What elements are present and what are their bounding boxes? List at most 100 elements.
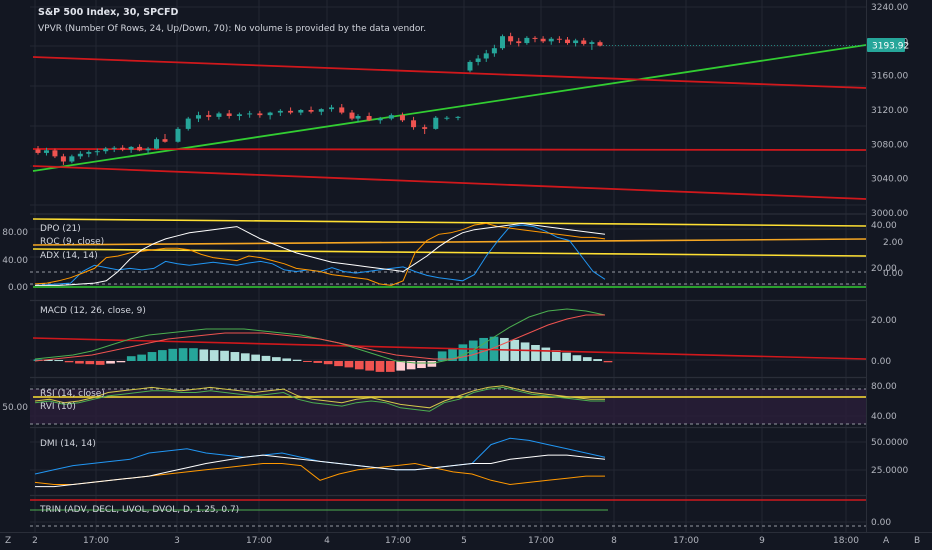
rvi-legend[interactable]: RVI (10) xyxy=(40,402,76,412)
dmi-legend[interactable]: DMI (14, 14) xyxy=(40,439,96,449)
macd-histogram-bar xyxy=(593,359,602,361)
price-tick: 3240.00 xyxy=(871,3,908,13)
candle-up xyxy=(128,146,134,150)
right-tick: 40.00 xyxy=(871,221,897,231)
candle-down xyxy=(516,41,522,44)
candle-down xyxy=(399,115,405,121)
macd-histogram-bar xyxy=(323,361,333,365)
macd-histogram-bar xyxy=(292,359,302,361)
candle-up xyxy=(195,115,201,119)
red-trendline-upper[interactable] xyxy=(32,56,866,89)
rsi-legend[interactable]: RSI (14, close) xyxy=(40,389,105,399)
candle-up xyxy=(455,116,461,118)
macd-histogram-bar xyxy=(64,361,74,363)
right-tick: 50.0000 xyxy=(871,438,908,448)
candle-down xyxy=(349,112,355,119)
price-tick: 3080.00 xyxy=(871,140,908,150)
timezone-corner-button[interactable]: Z xyxy=(5,536,11,546)
right-tick: 25.0000 xyxy=(871,466,908,476)
adx-legend[interactable]: ADX (14, 14) xyxy=(40,251,98,261)
red-trendline-lower[interactable] xyxy=(32,165,866,200)
dpo-legend[interactable]: DPO (21) xyxy=(40,224,81,234)
left-tick: 50.00 xyxy=(2,403,28,413)
time-axis[interactable]: 2 17:00 3 17:00 4 17:00 5 17:00 8 17:00 9 18:00 xyxy=(32,536,859,546)
dmi-axes: 50.0000 25.0000 xyxy=(871,438,908,476)
candle-down xyxy=(52,150,58,157)
macd-histogram-bar xyxy=(272,357,281,361)
macd-histogram-bar xyxy=(261,355,271,361)
macd-histogram-bar xyxy=(520,342,530,361)
auto-scale-button[interactable]: A xyxy=(883,536,890,546)
macd-histogram-bar xyxy=(220,350,229,361)
candle-up xyxy=(298,110,304,113)
left-tick: 40.00 xyxy=(2,256,28,266)
candle-up xyxy=(444,117,450,119)
price-tick: 3040.00 xyxy=(871,175,908,185)
macd-histogram-bar xyxy=(168,348,178,361)
symbol-title[interactable]: S&P 500 Index, 30, SPCFD xyxy=(38,7,179,18)
vpvr-legend[interactable]: VPVR (Number Of Rows, 24, Up/Down, 70): … xyxy=(38,24,426,34)
trin-legend[interactable]: TRIN (ADV, DECL, UVOL, DVOL, D, 1.25, 0.… xyxy=(39,505,239,515)
candle-up xyxy=(475,58,481,62)
time-label: 17:00 xyxy=(246,536,272,546)
macd-histogram-bar xyxy=(303,361,312,362)
macd-axes: 20.00 0.00 xyxy=(871,316,897,367)
rsi-rvi-axes: 50.00 80.00 40.00 xyxy=(2,382,897,422)
candle-down xyxy=(308,110,314,112)
candle-down xyxy=(508,36,514,42)
candle-down xyxy=(411,120,417,128)
macd-histogram-bar xyxy=(251,354,260,361)
candles[interactable] xyxy=(35,32,603,165)
macd-histogram-bar xyxy=(106,361,115,364)
dpo-roc-adx-pane[interactable]: DPO (21) ROC (9, close) ADX (14, 14) 80.… xyxy=(2,218,903,293)
candle-down xyxy=(257,113,263,116)
log-scale-button[interactable]: B xyxy=(914,536,920,546)
macd-histogram-bar xyxy=(437,351,447,361)
candle-up xyxy=(43,150,49,153)
candle-down xyxy=(120,147,126,150)
macd-red-trendline xyxy=(32,337,866,360)
rsi-band-fill xyxy=(30,389,866,424)
candle-up xyxy=(467,61,473,71)
macd-histogram-bar xyxy=(386,361,395,372)
right-tick: 80.00 xyxy=(871,382,897,392)
macd-pane[interactable]: MACD (12, 26, close, 9) 20.00 0.00 xyxy=(32,306,897,372)
macd-histogram-bar xyxy=(334,361,343,367)
candle-down xyxy=(540,38,546,42)
macd-histogram-bar xyxy=(551,350,561,361)
macd-histogram-bar xyxy=(603,361,613,363)
rsi-rvi-pane[interactable]: RSI (14, close) RVI (10) 50.00 80.00 40.00 xyxy=(2,382,897,425)
candle-down xyxy=(339,107,345,113)
candle-down xyxy=(565,39,570,44)
candle-up xyxy=(86,152,92,154)
candle-up xyxy=(388,115,394,119)
candle-up xyxy=(491,48,497,54)
candle-down xyxy=(226,113,232,117)
pane-separators xyxy=(0,0,932,533)
rvi-line xyxy=(34,386,605,412)
red-trendline-mid[interactable] xyxy=(32,148,866,151)
candle-down xyxy=(137,146,143,151)
right-tick: 0.00 xyxy=(871,357,891,367)
macd-legend[interactable]: MACD (12, 26, close, 9) xyxy=(40,306,146,316)
trin-axes: 0.00 xyxy=(871,518,891,528)
trendlines[interactable] xyxy=(32,44,866,200)
price-tick: 3160.00 xyxy=(871,72,908,82)
dpo-roc-adx-axes: 80.00 40.00 0.00 40.00 20.00 2.00 0.00 xyxy=(2,221,903,293)
candle-up xyxy=(77,153,83,157)
macd-histogram-bar xyxy=(137,354,146,361)
price-pane[interactable]: S&P 500 Index, 30, SPCFD VPVR (Number Of… xyxy=(32,3,909,219)
time-label: 17:00 xyxy=(385,536,411,546)
roc-line xyxy=(34,222,606,286)
rsi-line xyxy=(34,385,605,409)
trin-pane[interactable]: TRIN (ADV, DECL, UVOL, DVOL, D, 1.25, 0.… xyxy=(30,499,891,528)
left-tick: 0.00 xyxy=(8,283,28,293)
candle-up xyxy=(145,148,151,151)
time-label: 17:00 xyxy=(528,536,554,546)
roc-legend[interactable]: ROC (9, close) xyxy=(40,237,104,247)
dmi-pane[interactable]: DMI (14, 14) 50.0000 25.0000 xyxy=(34,437,908,488)
macd-histogram-bar xyxy=(189,348,198,361)
macd-histogram-bar xyxy=(354,361,364,370)
